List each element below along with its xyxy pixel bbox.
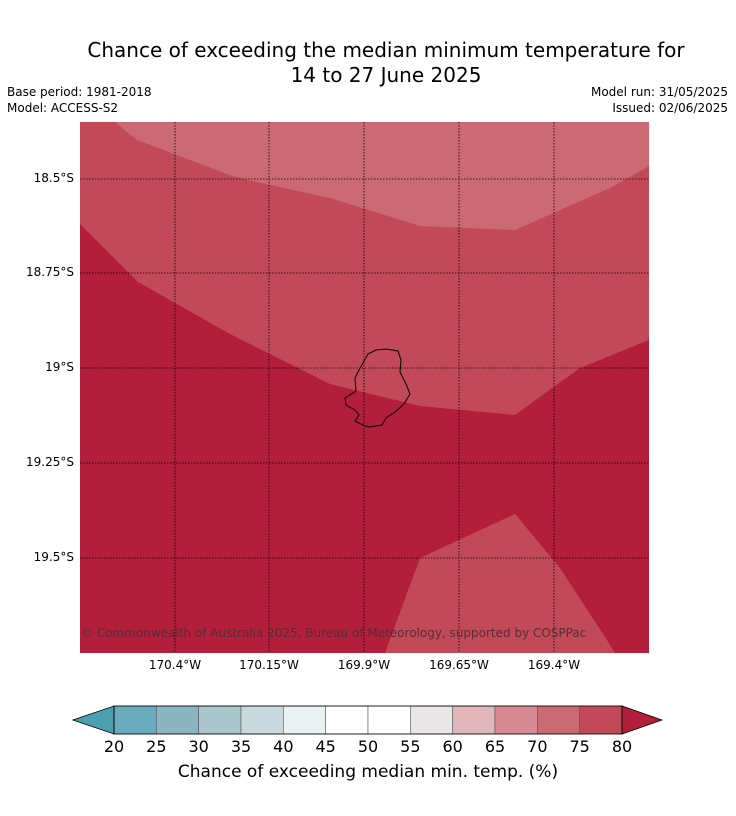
- title-line-2: 14 to 27 June 2025: [290, 63, 482, 87]
- colorbar-cell: [156, 705, 199, 735]
- colorbar-tick-label: 55: [400, 737, 421, 756]
- colorbar-tick-label: 70: [527, 737, 548, 756]
- base-period: Base period: 1981-2018: [7, 85, 152, 99]
- colorbar-frame: [113, 705, 623, 735]
- lat-label: 19.5°S: [33, 550, 74, 564]
- colorbar-tick-label: 80: [611, 737, 633, 756]
- lat-label: 18.75°S: [26, 265, 74, 279]
- colorbar-tick-label: 35: [230, 737, 252, 756]
- meta-left: Base period: 1981-2018 Model: ACCESS-S2: [7, 84, 152, 116]
- colorbar-label: Chance of exceeding median min. temp. (%…: [177, 762, 559, 782]
- meta-right: Model run: 31/05/2025 Issued: 02/06/2025: [591, 84, 728, 116]
- chart-title: Chance of exceeding the median minimum t…: [0, 38, 736, 88]
- issued-date: Issued: 02/06/2025: [612, 101, 728, 115]
- region-70-75-north: [115, 122, 649, 230]
- title-line-1: Chance of exceeding the median minimum t…: [87, 38, 685, 62]
- colorbar-cell: [367, 705, 411, 735]
- graticule: [80, 122, 649, 653]
- lon-label: 169.65°W: [429, 658, 489, 672]
- colorbar-tick-label: 50: [357, 737, 379, 756]
- colorbar-cell: [240, 705, 284, 735]
- colorbar-below-arrow: [72, 705, 115, 735]
- region-75-80-south: [385, 514, 615, 653]
- colorbar-tick-label: 40: [273, 737, 294, 756]
- colorbar-above-arrow: [621, 705, 664, 735]
- colorbar: [72, 705, 664, 735]
- colorbar-cell: [325, 705, 369, 735]
- lat-label: 19.25°S: [26, 455, 74, 469]
- lon-label: 170.4°W: [148, 658, 202, 672]
- colorbar-tick-label: 65: [484, 737, 506, 756]
- colorbar-cell: [410, 705, 453, 735]
- colorbar-cell: [452, 705, 496, 735]
- colorbar-cell: [494, 705, 538, 735]
- colorbar-cell: [198, 705, 242, 735]
- model-name: Model: ACCESS-S2: [7, 101, 119, 115]
- lat-label: 18.5°S: [33, 171, 74, 185]
- lon-label: 170.15°W: [239, 658, 299, 672]
- colorbar-tick-label: 60: [442, 737, 463, 756]
- map-panel: [80, 122, 649, 653]
- lat-label: 19°S: [45, 360, 74, 374]
- copyright-notice: © Commonwealth of Australia 2025, Bureau…: [81, 626, 587, 640]
- colorbar-tick-label: 20: [103, 737, 125, 756]
- lon-label: 169.9°W: [337, 658, 391, 672]
- colorbar-cell: [283, 705, 326, 735]
- model-run: Model run: 31/05/2025: [590, 85, 728, 99]
- lon-label: 169.4°W: [527, 658, 581, 672]
- map-svg: [80, 122, 649, 653]
- colorbar-cell: [113, 705, 157, 735]
- colorbar-tick-label: 25: [146, 737, 167, 756]
- colorbar-cell: [537, 705, 580, 735]
- colorbar-tick-label: 75: [569, 737, 590, 756]
- colorbar-tick-label: 45: [315, 737, 336, 756]
- colorbar-cell: [579, 705, 623, 735]
- island-outline: [344, 348, 411, 428]
- colorbar-tick-label: 30: [188, 737, 209, 756]
